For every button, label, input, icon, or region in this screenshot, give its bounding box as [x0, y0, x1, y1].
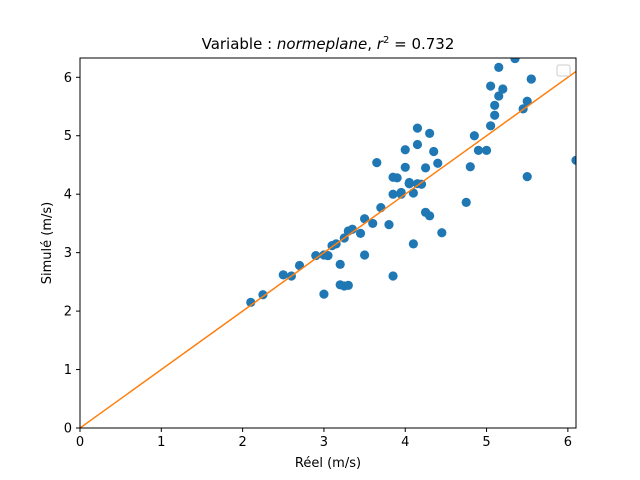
y-tick-label: 5 — [64, 129, 72, 144]
data-point — [311, 250, 321, 261]
title-stat-symbol: r — [377, 35, 384, 53]
data-point — [494, 91, 504, 101]
data-point — [278, 270, 288, 280]
title-stat-exponent: 2 — [383, 35, 389, 46]
data-point — [404, 177, 414, 188]
y-axis-label: Simulé (m/s) — [40, 202, 55, 284]
data-point — [465, 162, 475, 172]
y-tick-label: 6 — [64, 71, 72, 86]
data-point — [486, 121, 496, 131]
title-stat-equals: = — [389, 35, 411, 53]
y-tick-label: 3 — [64, 246, 72, 261]
data-point — [433, 158, 443, 168]
data-point — [355, 228, 366, 238]
axes-frame — [79, 57, 577, 429]
y-tick-label: 4 — [64, 188, 72, 203]
data-point — [258, 290, 268, 300]
data-point — [384, 219, 394, 230]
data-marks — [80, 58, 576, 428]
data-point — [494, 62, 504, 72]
data-point — [319, 289, 329, 299]
data-point — [400, 145, 410, 155]
x-tick-label: 2 — [238, 435, 246, 450]
x-tick-label: 3 — [320, 435, 328, 450]
data-point — [400, 162, 410, 172]
y-tick-label: 1 — [64, 363, 72, 378]
data-point — [490, 100, 500, 110]
x-axis: 0 1 2 3 4 5 6 — [76, 428, 572, 450]
data-point — [490, 110, 500, 120]
data-point — [469, 131, 479, 141]
data-point — [388, 172, 398, 182]
data-point — [323, 250, 333, 261]
data-point — [368, 218, 378, 229]
x-tick-label: 6 — [564, 435, 572, 450]
data-point — [522, 96, 532, 106]
data-point — [388, 271, 398, 281]
title-prefix: Variable : — [202, 35, 277, 53]
reference-line — [80, 70, 576, 428]
y-tick-label: 0 — [64, 422, 72, 437]
data-point — [473, 145, 484, 155]
legend-box — [556, 64, 571, 77]
data-point — [522, 172, 532, 182]
y-axis: 0 1 2 3 4 5 6 — [64, 71, 80, 437]
title-stat-value: 0.732 — [411, 35, 454, 53]
data-point — [425, 211, 435, 221]
x-axis-label: Réel (m/s) — [295, 456, 361, 471]
title-separator: , — [367, 35, 377, 53]
data-point — [510, 58, 520, 64]
data-point — [335, 259, 345, 269]
data-point — [420, 163, 431, 173]
y-tick-label: 2 — [64, 305, 72, 320]
data-point — [343, 280, 353, 290]
data-point — [412, 139, 423, 150]
data-point — [359, 250, 370, 260]
data-point — [396, 189, 406, 199]
data-point — [425, 128, 435, 139]
plot-area — [79, 57, 577, 429]
data-point — [372, 158, 382, 168]
data-point — [486, 81, 496, 91]
data-point — [388, 189, 398, 199]
data-point — [481, 145, 492, 155]
x-tick-label: 5 — [482, 435, 490, 450]
x-tick-label: 4 — [401, 435, 409, 450]
data-point — [412, 179, 423, 189]
data-point — [571, 155, 576, 165]
x-tick-label: 1 — [157, 435, 165, 450]
title-variable: normeplane — [277, 35, 367, 53]
data-point — [437, 228, 447, 238]
data-point — [412, 123, 423, 133]
data-point — [246, 297, 256, 307]
data-point — [461, 197, 471, 207]
data-point — [429, 146, 439, 157]
x-tick-label: 0 — [76, 435, 84, 450]
data-point — [498, 84, 508, 94]
data-point — [347, 224, 357, 234]
data-point — [526, 74, 536, 84]
data-point — [408, 239, 418, 249]
chart-title: Variable : normeplane, r2 = 0.732 — [202, 35, 455, 53]
